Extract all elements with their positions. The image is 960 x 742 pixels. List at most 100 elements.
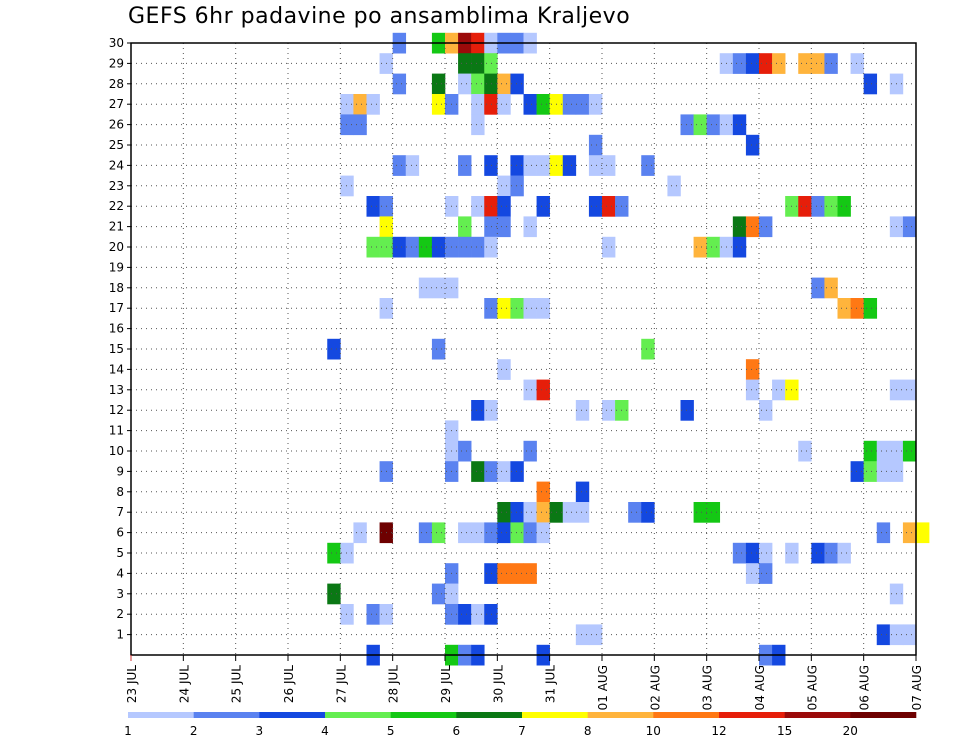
heatmap-cell xyxy=(510,155,524,176)
heatmap-cell xyxy=(497,196,511,217)
heatmap-cell xyxy=(562,502,577,523)
x-tick-label: 29 JUL xyxy=(439,665,453,703)
heatmap-cell xyxy=(471,522,485,544)
heatmap-cell xyxy=(510,298,524,319)
heatmap-cell xyxy=(484,73,498,95)
x-tick-label: 26 JUL xyxy=(282,665,296,703)
heatmap-cell xyxy=(405,155,420,176)
heatmap-cell xyxy=(366,236,380,258)
heatmap-cell xyxy=(902,216,917,238)
heatmap-cell xyxy=(523,298,537,319)
heatmap-cell xyxy=(811,542,825,564)
heatmap-cell xyxy=(497,216,511,238)
heatmap-cell xyxy=(575,400,590,421)
colorbar-swatch xyxy=(325,712,391,718)
heatmap-cell xyxy=(340,604,354,625)
y-tick-label: 11 xyxy=(109,424,124,438)
heatmap-cell xyxy=(863,440,878,462)
heatmap-cell xyxy=(418,277,433,299)
heatmap-cell xyxy=(772,53,786,74)
heatmap-cell xyxy=(602,155,616,176)
heatmap-cell xyxy=(340,114,354,136)
heatmap-cell xyxy=(811,277,825,299)
heatmap-cell xyxy=(811,196,825,217)
heatmap-cell xyxy=(484,236,498,258)
heatmap-cell xyxy=(340,175,354,197)
heatmap-cell xyxy=(484,461,498,482)
y-tick-label: 10 xyxy=(109,444,124,458)
heatmap-cells xyxy=(327,32,930,666)
heatmap-cell xyxy=(366,94,380,115)
heatmap-cell xyxy=(641,155,655,176)
heatmap-cell xyxy=(471,604,485,625)
y-tick-label: 5 xyxy=(116,546,124,560)
y-tick-label: 24 xyxy=(109,158,124,172)
heatmap-cell xyxy=(706,114,721,136)
heatmap-cell xyxy=(902,440,917,462)
heatmap-cell xyxy=(706,502,721,523)
heatmap-cell xyxy=(431,583,446,605)
colorbar-label: 8 xyxy=(584,724,592,738)
heatmap-cell xyxy=(497,175,511,197)
heatmap-cell xyxy=(392,155,407,176)
heatmap-cell xyxy=(536,298,550,319)
heatmap-cell xyxy=(680,400,694,421)
heatmap-cell xyxy=(759,542,773,564)
heatmap-cell xyxy=(745,216,760,238)
heatmap-cell xyxy=(366,604,380,625)
y-tick-label: 22 xyxy=(109,199,124,213)
heatmap-cell xyxy=(745,359,760,380)
heatmap-cell xyxy=(902,379,917,401)
heatmap-cell xyxy=(759,400,773,421)
heatmap-cell xyxy=(588,155,603,176)
heatmap-cell xyxy=(392,236,407,258)
heatmap-cell xyxy=(523,502,537,523)
heatmap-cell xyxy=(392,73,407,95)
heatmap-cell xyxy=(732,236,747,258)
heatmap-cell xyxy=(588,134,603,156)
heatmap-cell xyxy=(876,522,891,544)
y-tick-label: 27 xyxy=(109,97,124,111)
y-tick-label: 18 xyxy=(109,281,124,295)
heatmap-cell xyxy=(798,440,812,462)
y-tick-label: 8 xyxy=(116,485,124,499)
y-tick-label: 2 xyxy=(116,607,124,621)
heatmap-cell xyxy=(863,461,878,482)
colorbar-swatch xyxy=(850,712,917,718)
heatmap-cell xyxy=(497,563,511,584)
heatmap-cell xyxy=(431,73,446,95)
heatmap-cell xyxy=(458,604,472,625)
heatmap-cell xyxy=(484,216,498,238)
heatmap-cell xyxy=(484,196,498,217)
heatmap-cell xyxy=(458,440,472,462)
heatmap-cell xyxy=(484,298,498,319)
y-tick-label: 12 xyxy=(109,403,124,417)
heatmap-cell xyxy=(523,563,537,584)
heatmap-cell xyxy=(667,175,681,197)
x-tick-label: 03 AUG xyxy=(701,665,715,710)
y-tick-label: 1 xyxy=(116,628,124,642)
heatmap-cell xyxy=(327,338,341,360)
heatmap-cell xyxy=(510,563,524,584)
heatmap-cell xyxy=(876,624,891,646)
heatmap-cell xyxy=(510,73,524,95)
colorbar-label: 4 xyxy=(321,724,329,738)
heatmap-cell xyxy=(418,522,433,544)
x-tick-label: 04 AUG xyxy=(753,665,767,710)
heatmap-cell xyxy=(497,94,511,115)
heatmap-cell xyxy=(575,481,590,503)
heatmap-cell xyxy=(706,236,721,258)
heatmap-cell xyxy=(837,298,851,319)
heatmap-cell xyxy=(327,542,341,564)
y-tick-label: 3 xyxy=(116,587,124,601)
heatmap-cell xyxy=(759,53,773,74)
y-tick-label: 30 xyxy=(109,36,124,50)
heatmap-cell xyxy=(523,522,537,544)
heatmap-cell xyxy=(588,624,603,646)
heatmap-cell xyxy=(732,542,747,564)
heatmap-cell xyxy=(458,522,472,544)
y-tick-label: 26 xyxy=(109,118,124,132)
heatmap-cell xyxy=(471,114,485,136)
colorbar-label: 7 xyxy=(518,724,526,738)
y-tick-label: 15 xyxy=(109,342,124,356)
